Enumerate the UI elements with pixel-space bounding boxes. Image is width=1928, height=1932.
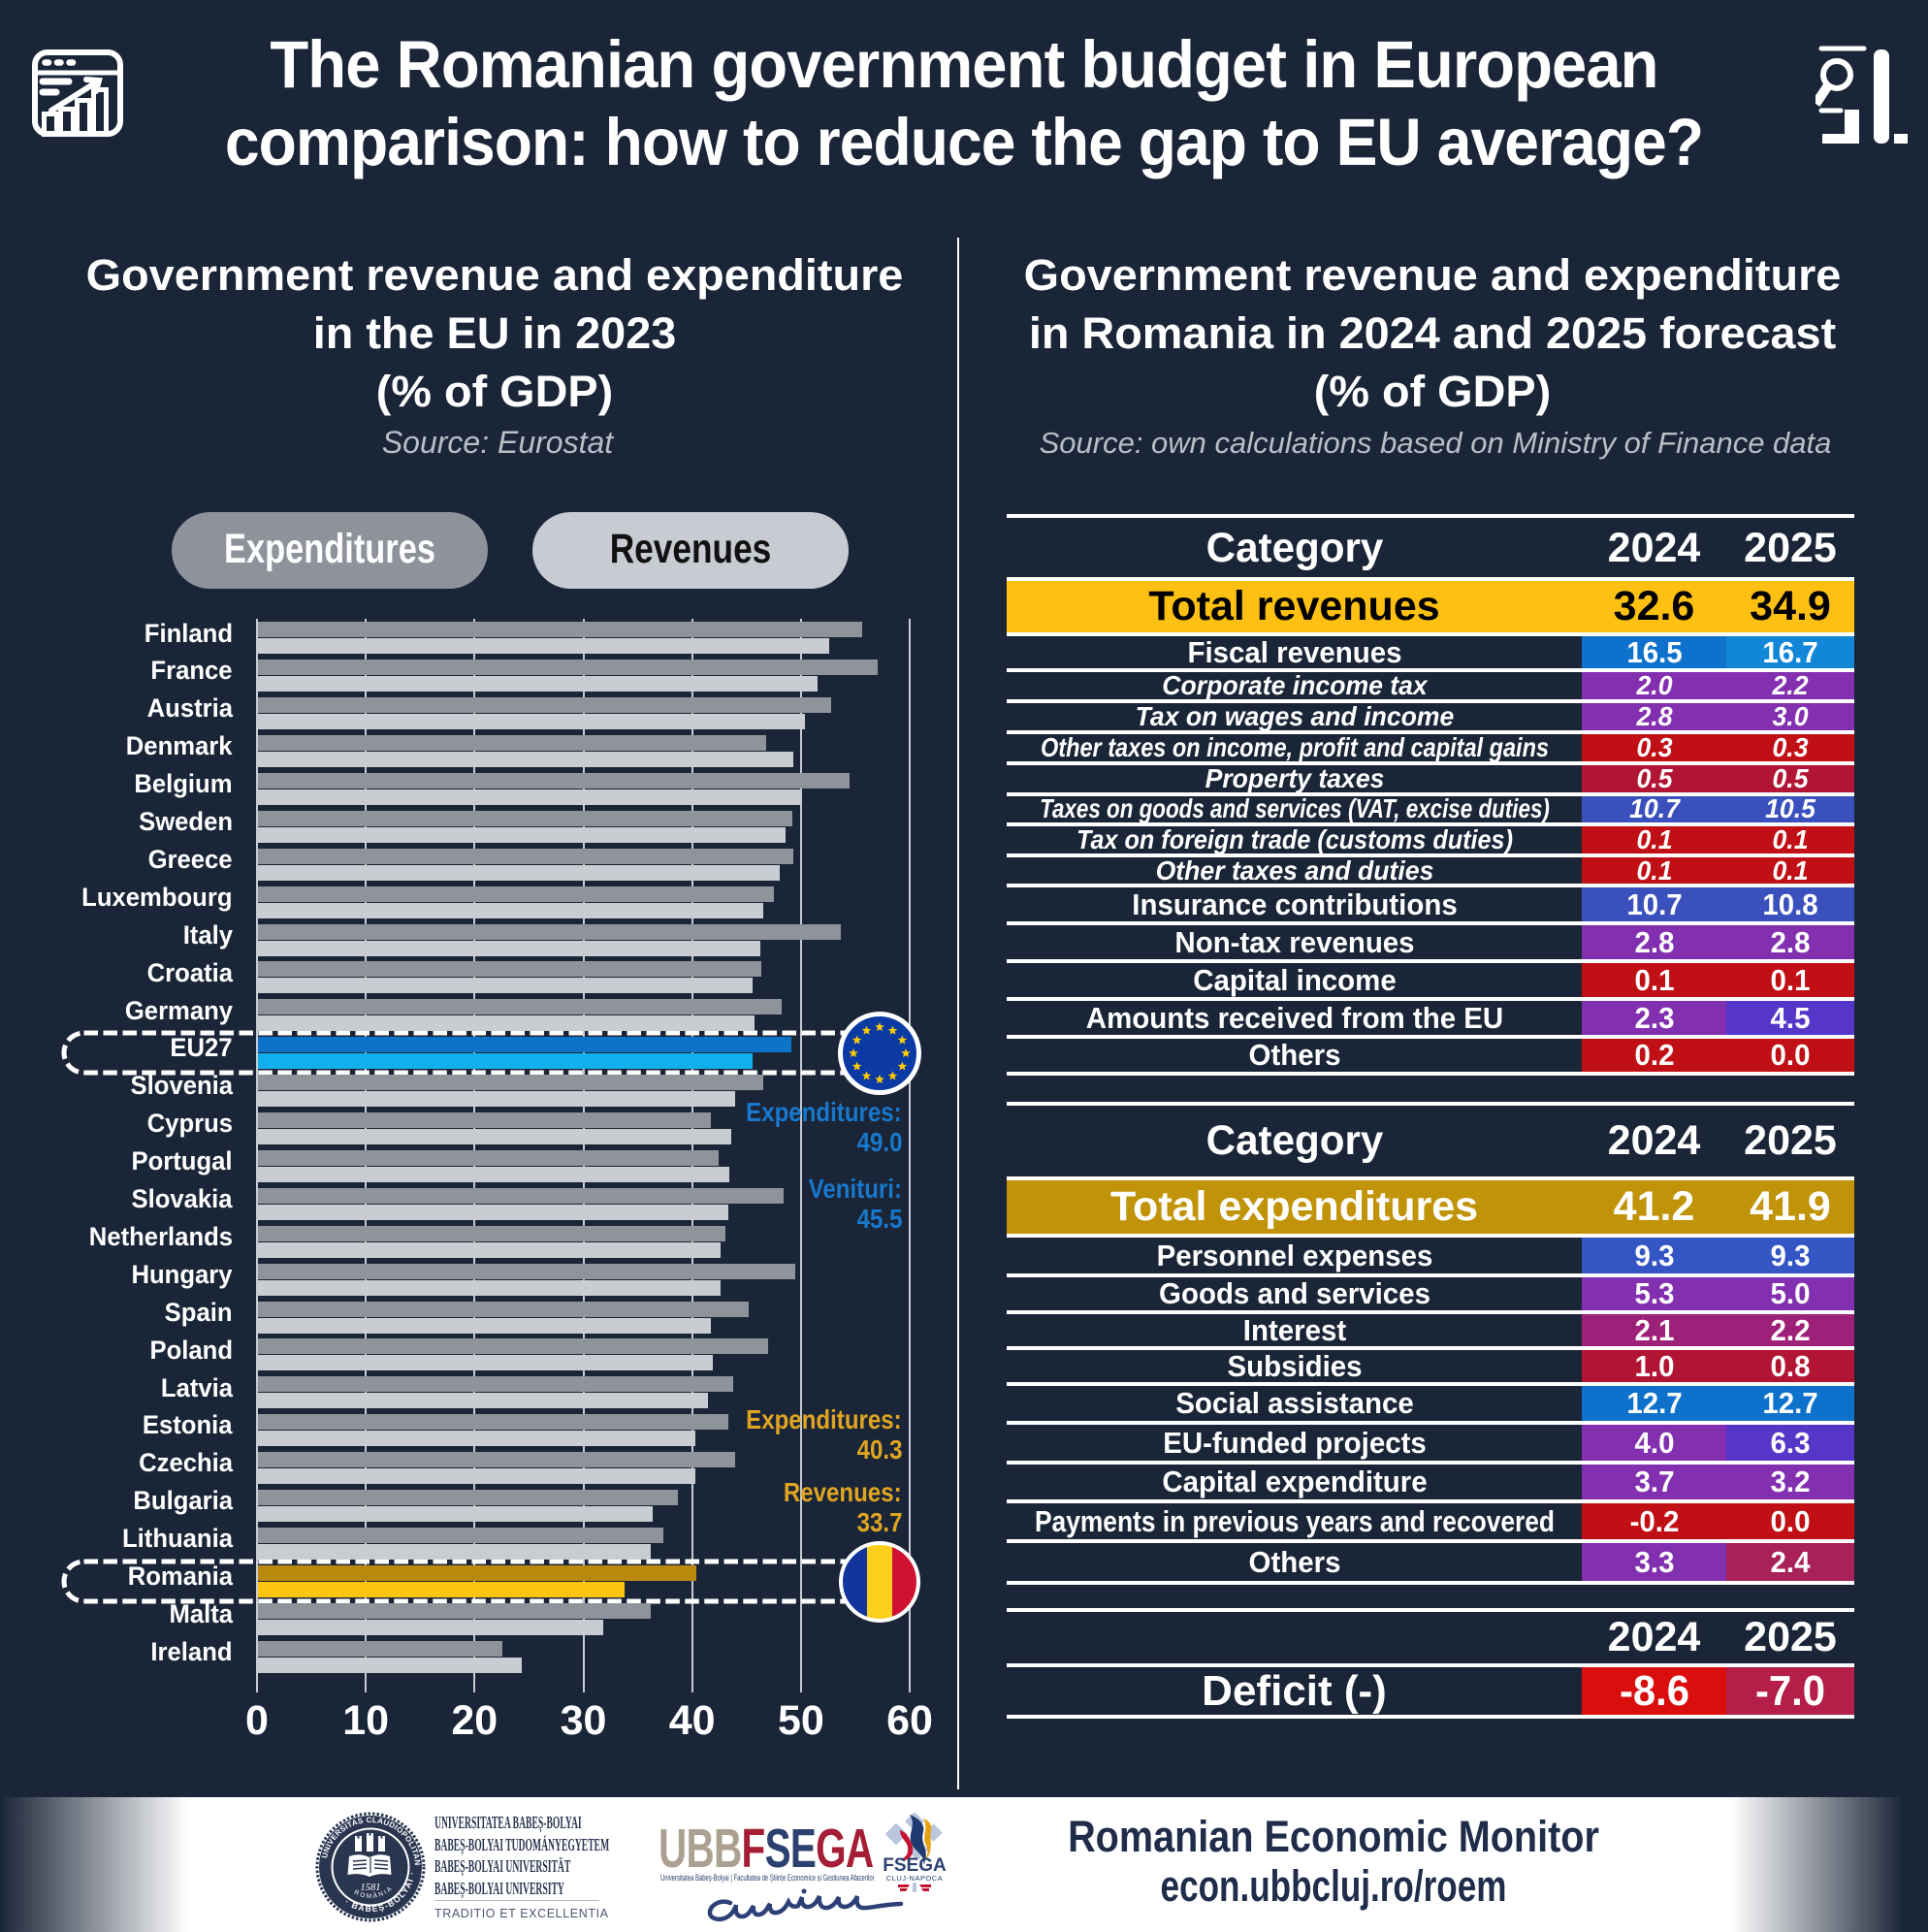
svg-text:FSEGA: FSEGA bbox=[883, 1855, 947, 1876]
svg-text:1581: 1581 bbox=[361, 1883, 381, 1893]
svg-text:CLUJ-NAPOCA: CLUJ-NAPOCA bbox=[886, 1874, 943, 1883]
